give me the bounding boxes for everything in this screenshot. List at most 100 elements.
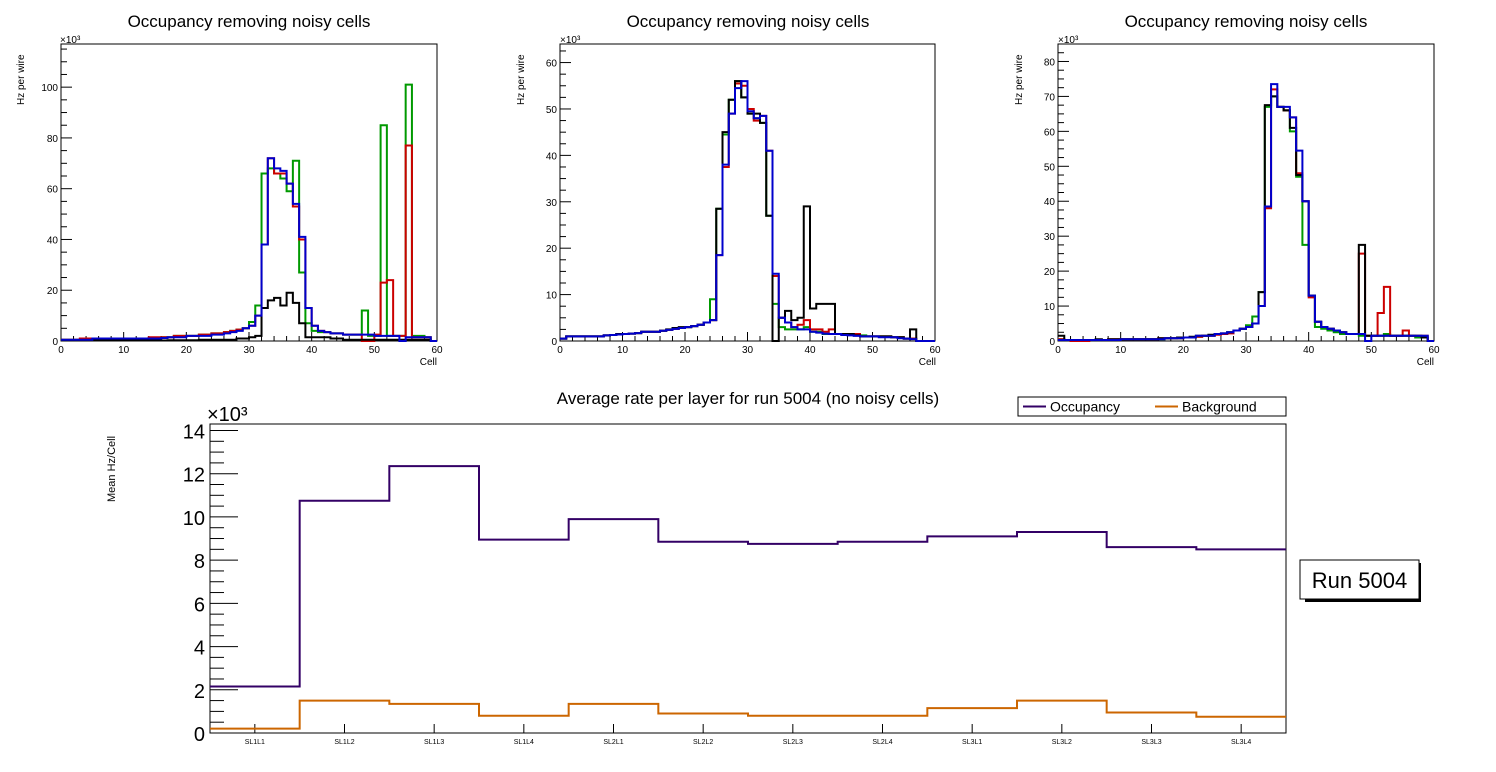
y-multiplier: ×10³ — [1058, 35, 1079, 46]
series-blue — [560, 80, 935, 342]
run-label-frame — [1299, 559, 1420, 600]
y-tick-label: 60 — [546, 59, 558, 70]
x-tick-label: 20 — [679, 345, 691, 356]
x-tick-label: SL3L1 — [962, 739, 982, 746]
plot-area: 0 20 40 60 80 100 0 10 20 30 40 50 60 — [41, 43, 443, 356]
chart-average-rate: Average rate per layer for run 5004 (no … — [106, 389, 1421, 746]
y-tick-label: 80 — [1044, 57, 1056, 68]
y-tick-label: 12 — [183, 465, 205, 487]
y-tick-label: 20 — [546, 244, 558, 255]
x-tick-label: 30 — [1240, 345, 1252, 356]
y-multiplier: ×10³ — [207, 404, 248, 426]
x-tick-label: 10 — [1115, 345, 1127, 356]
plot-frame — [209, 423, 1287, 734]
y-tick-label: 100 — [41, 83, 58, 94]
plot-area: 0 2 4 6 8 10 12 14 SL1L1 SL1L2 SL1L3 SL1L4 SL2L1 SL2L… — [183, 421, 1287, 746]
y-tick-label: 70 — [1044, 92, 1056, 103]
series-background — [210, 699, 1286, 730]
x-tick-label: SL3L4 — [1231, 739, 1251, 746]
chart-title: Average rate per layer for run 5004 (no … — [557, 389, 939, 408]
x-tick-label: 20 — [181, 345, 193, 356]
plot-area: 0 10 20 30 40 50 60 0 10 20 30 40 50 60 — [546, 43, 941, 356]
x-tick-label: 30 — [742, 345, 754, 356]
y-tick-label: 20 — [1044, 267, 1056, 278]
legend-label-occupancy: Occupancy — [1050, 399, 1120, 415]
y-tick-label: 8 — [194, 551, 205, 573]
run-label-text: Run 5004 — [1312, 568, 1407, 593]
x-tick-label: SL2L3 — [783, 739, 803, 746]
series-blue — [1058, 83, 1434, 342]
x-tick-label: SL1L3 — [424, 739, 444, 746]
y-tick-label: 60 — [1044, 127, 1056, 138]
x-tick-label: SL2L1 — [603, 739, 623, 746]
x-tick-label: 50 — [369, 345, 381, 356]
series-black — [560, 80, 935, 342]
chart-title: Occupancy removing noisy cells — [128, 12, 371, 31]
chart-occupancy-right: Occupancy removing noisy cells Hz per wi… — [1014, 12, 1440, 368]
y-tick-label: 2 — [194, 681, 205, 703]
x-tick-label: SL2L4 — [872, 739, 892, 746]
y-tick-label: 10 — [1044, 302, 1056, 313]
series-green — [1058, 95, 1434, 342]
x-axis-title: Cell — [919, 357, 936, 368]
y-tick-label: 0 — [1049, 337, 1055, 348]
series-red — [1058, 88, 1434, 342]
x-axis-title: Cell — [1417, 357, 1434, 368]
y-tick-label: 30 — [546, 198, 558, 209]
chart-occupancy-middle: Occupancy removing noisy cells Hz per wi… — [516, 12, 941, 368]
x-tick-label: 0 — [1055, 345, 1061, 356]
run-label-box: Run 5004 — [1299, 559, 1421, 602]
chart-title: Occupancy removing noisy cells — [1125, 12, 1368, 31]
y-tick-label: 60 — [47, 185, 59, 196]
y-axis-title: Hz per wire — [1014, 54, 1025, 105]
x-tick-label: 60 — [431, 345, 443, 356]
y-multiplier: ×10³ — [560, 35, 581, 46]
x-tick-label: 50 — [867, 345, 879, 356]
y-tick-label: 40 — [546, 151, 558, 162]
y-multiplier: ×10³ — [60, 35, 81, 46]
x-tick-label: 60 — [929, 345, 941, 356]
series-blue — [61, 157, 437, 342]
series-green — [560, 80, 935, 342]
x-tick-label: 60 — [1428, 345, 1440, 356]
y-tick-label: 50 — [1044, 162, 1056, 173]
y-tick-label: 4 — [194, 638, 205, 660]
y-tick-label: 20 — [47, 286, 59, 297]
x-tick-label: SL3L3 — [1141, 739, 1161, 746]
legend-box — [1017, 396, 1287, 417]
x-axis-title: Cell — [420, 357, 437, 368]
x-tick-label: 20 — [1178, 345, 1190, 356]
x-tick-label: 0 — [58, 345, 64, 356]
x-tick-label: 0 — [557, 345, 563, 356]
x-tick-label: 50 — [1366, 345, 1378, 356]
series-occupancy — [210, 465, 1286, 688]
chart-title: Occupancy removing noisy cells — [627, 12, 870, 31]
legend-label-background: Background — [1182, 399, 1257, 415]
x-tick-label: 30 — [243, 345, 255, 356]
plot-frame — [1057, 43, 1435, 342]
legend: Occupancy Background — [1017, 396, 1287, 417]
y-axis-title: Hz per wire — [16, 54, 27, 105]
y-tick-label: 14 — [183, 421, 205, 443]
y-tick-label: 10 — [183, 508, 205, 530]
x-tick-label: 40 — [1303, 345, 1315, 356]
y-tick-label: 40 — [1044, 197, 1056, 208]
x-tick-label: SL1L1 — [245, 739, 265, 746]
series-black — [1058, 95, 1434, 342]
x-tick-label: SL3L2 — [1052, 739, 1072, 746]
y-axis-title: Hz per wire — [516, 54, 527, 105]
x-tick-label: SL2L2 — [693, 739, 713, 746]
y-tick-label: 50 — [546, 105, 558, 116]
x-tick-label: 40 — [306, 345, 318, 356]
y-tick-label: 40 — [47, 235, 59, 246]
x-tick-label: 10 — [617, 345, 629, 356]
y-tick-label: 0 — [194, 724, 205, 746]
y-tick-label: 30 — [1044, 232, 1056, 243]
y-tick-label: 80 — [47, 134, 59, 145]
series-red — [560, 82, 935, 342]
y-tick-label: 6 — [194, 594, 205, 616]
x-tick-label: SL1L4 — [514, 739, 534, 746]
plot-area: 0 10 20 30 40 50 60 70 80 0 10 20 30 40 50 60 — [1044, 43, 1440, 356]
x-tick-label: SL1L2 — [334, 739, 354, 746]
